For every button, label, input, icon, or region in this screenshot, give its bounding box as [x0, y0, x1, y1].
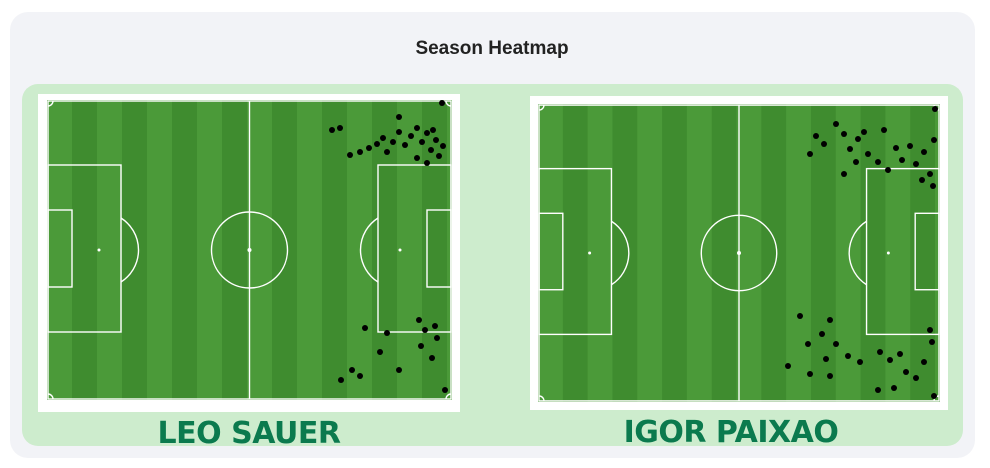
player-name: IGOR PAIXAO: [624, 415, 839, 450]
event-dots: [785, 106, 938, 399]
player-name: LEO SAUER: [158, 416, 341, 451]
event-dots: [329, 100, 448, 393]
heatmap: [530, 96, 948, 410]
card-title: Season Heatmap: [415, 38, 568, 59]
heatmap: [38, 94, 460, 412]
